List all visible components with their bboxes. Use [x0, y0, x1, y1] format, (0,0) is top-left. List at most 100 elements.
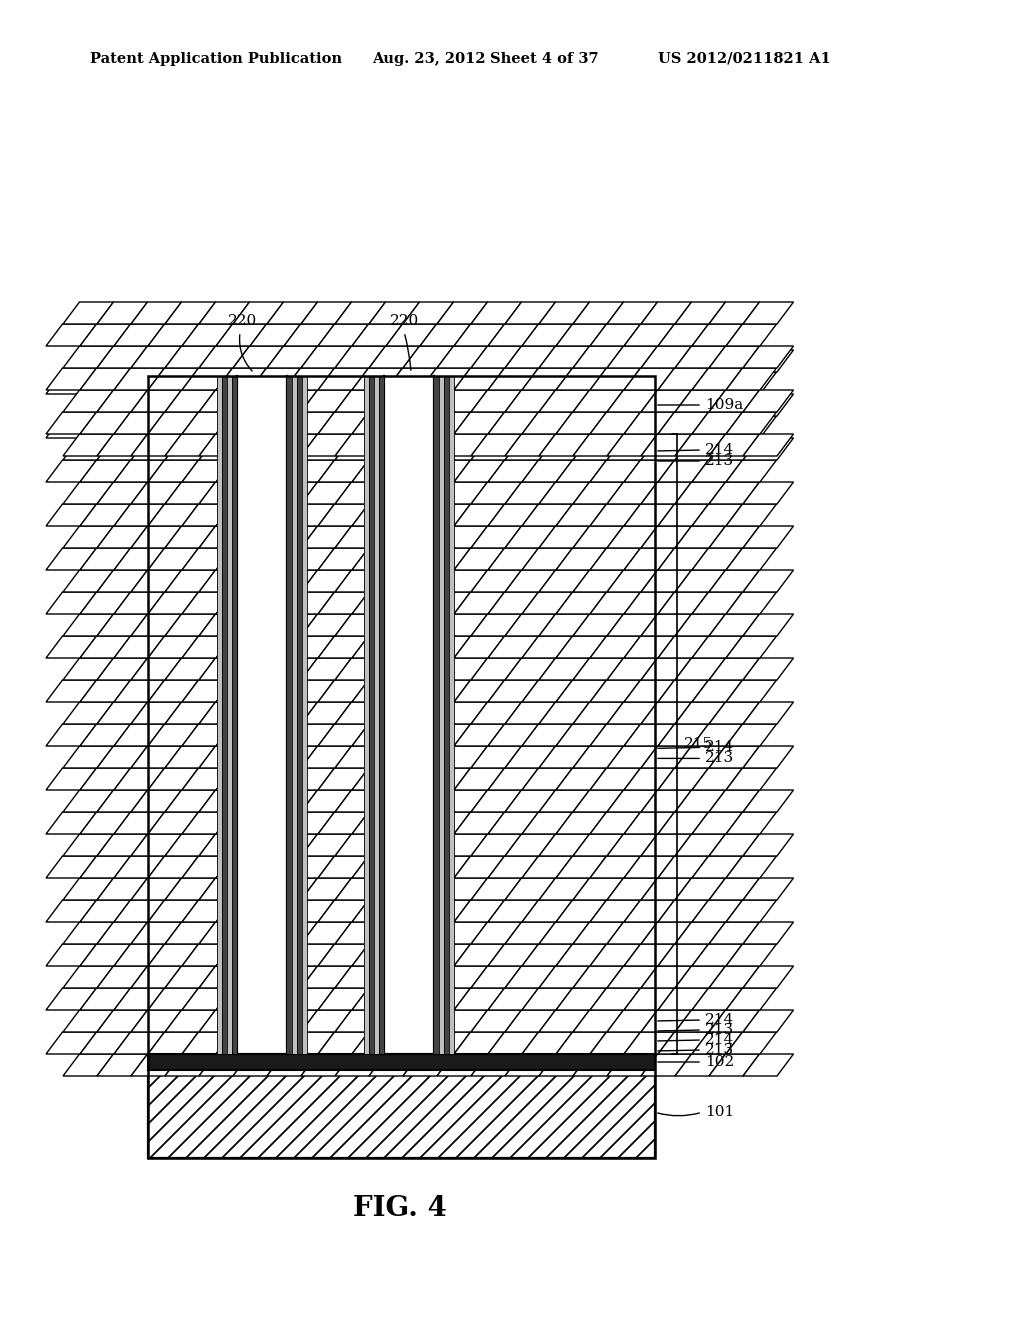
Polygon shape — [182, 944, 232, 966]
Polygon shape — [199, 350, 250, 372]
Polygon shape — [352, 459, 402, 482]
Polygon shape — [46, 987, 96, 1010]
Polygon shape — [250, 591, 300, 614]
Polygon shape — [403, 921, 454, 944]
Polygon shape — [675, 746, 725, 768]
Polygon shape — [97, 438, 147, 459]
Polygon shape — [505, 921, 555, 944]
Polygon shape — [97, 878, 147, 900]
Polygon shape — [709, 438, 760, 459]
Text: 213: 213 — [705, 1023, 734, 1038]
Polygon shape — [522, 459, 572, 482]
Polygon shape — [216, 412, 266, 434]
Polygon shape — [556, 987, 606, 1010]
Polygon shape — [386, 987, 436, 1010]
Polygon shape — [675, 921, 725, 944]
Polygon shape — [505, 389, 555, 412]
Polygon shape — [63, 921, 114, 944]
Polygon shape — [556, 723, 606, 746]
Polygon shape — [403, 966, 454, 987]
Polygon shape — [624, 987, 675, 1010]
Polygon shape — [522, 368, 572, 389]
Polygon shape — [233, 702, 284, 723]
Polygon shape — [131, 1053, 181, 1076]
Polygon shape — [182, 723, 232, 746]
Polygon shape — [471, 302, 521, 323]
Polygon shape — [573, 789, 624, 812]
Polygon shape — [658, 944, 709, 966]
Polygon shape — [114, 812, 165, 834]
Polygon shape — [216, 680, 266, 702]
Polygon shape — [471, 482, 521, 504]
Polygon shape — [267, 834, 317, 855]
Bar — [227, 376, 232, 1053]
Polygon shape — [437, 746, 487, 768]
Polygon shape — [80, 591, 130, 614]
Polygon shape — [131, 878, 181, 900]
Polygon shape — [182, 368, 232, 389]
Polygon shape — [233, 389, 284, 412]
Polygon shape — [539, 482, 590, 504]
Polygon shape — [556, 504, 606, 525]
Polygon shape — [284, 812, 335, 834]
Polygon shape — [335, 346, 385, 368]
Polygon shape — [318, 944, 369, 966]
Polygon shape — [352, 548, 402, 570]
Polygon shape — [420, 636, 470, 657]
Polygon shape — [641, 350, 691, 372]
Polygon shape — [539, 346, 590, 368]
Polygon shape — [454, 636, 505, 657]
Polygon shape — [369, 1010, 420, 1032]
Polygon shape — [556, 591, 606, 614]
Polygon shape — [420, 459, 470, 482]
Polygon shape — [318, 459, 369, 482]
Polygon shape — [250, 987, 300, 1010]
Polygon shape — [386, 459, 436, 482]
Polygon shape — [522, 768, 572, 789]
Polygon shape — [301, 878, 351, 900]
Polygon shape — [675, 789, 725, 812]
Polygon shape — [80, 416, 130, 438]
Polygon shape — [692, 987, 742, 1010]
Bar — [450, 376, 454, 1053]
Polygon shape — [114, 636, 165, 657]
Polygon shape — [216, 855, 266, 878]
Polygon shape — [148, 900, 199, 921]
Polygon shape — [488, 459, 539, 482]
Text: US 2012/0211821 A1: US 2012/0211821 A1 — [658, 51, 830, 66]
Polygon shape — [726, 987, 776, 1010]
Polygon shape — [80, 900, 130, 921]
Text: 214: 214 — [705, 741, 734, 755]
Polygon shape — [556, 1032, 606, 1053]
Polygon shape — [165, 702, 215, 723]
Polygon shape — [403, 302, 454, 323]
Polygon shape — [318, 723, 369, 746]
Polygon shape — [641, 746, 691, 768]
Polygon shape — [624, 459, 675, 482]
Polygon shape — [301, 482, 351, 504]
Polygon shape — [199, 570, 250, 591]
Polygon shape — [607, 1010, 657, 1032]
Polygon shape — [641, 789, 691, 812]
Polygon shape — [386, 1032, 436, 1053]
Polygon shape — [403, 1010, 454, 1032]
Polygon shape — [386, 504, 436, 525]
Polygon shape — [63, 302, 114, 323]
Bar — [302, 376, 307, 1053]
Polygon shape — [505, 1053, 555, 1076]
Polygon shape — [250, 368, 300, 389]
Polygon shape — [318, 768, 369, 789]
Polygon shape — [267, 434, 317, 455]
Polygon shape — [233, 746, 284, 768]
Polygon shape — [743, 878, 794, 900]
Polygon shape — [369, 1053, 420, 1076]
Polygon shape — [692, 855, 742, 878]
Polygon shape — [148, 372, 199, 393]
Polygon shape — [590, 368, 640, 389]
Polygon shape — [318, 900, 369, 921]
Polygon shape — [624, 680, 675, 702]
Polygon shape — [709, 878, 760, 900]
Polygon shape — [233, 1053, 284, 1076]
Polygon shape — [284, 591, 335, 614]
Polygon shape — [488, 416, 539, 438]
